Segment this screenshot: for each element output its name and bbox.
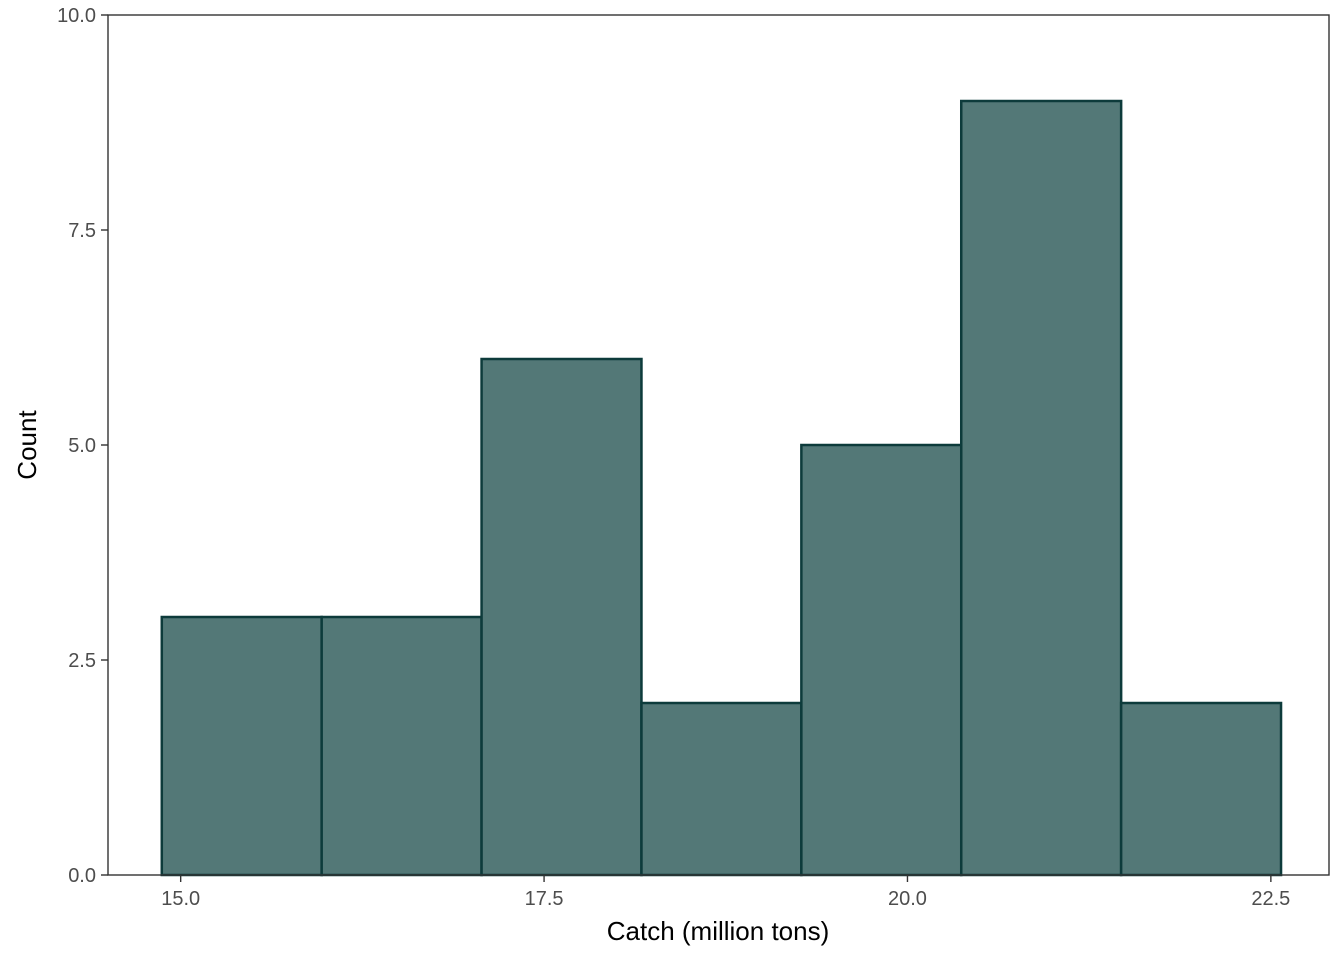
y-tick-label: 10.0: [57, 5, 96, 27]
bars-layer: [160, 99, 1283, 877]
y-tick-label: 5.0: [68, 435, 96, 457]
y-axis: 0.0 2.5 5.0 7.5 10.0: [57, 5, 108, 887]
histogram-bar-3: [480, 357, 643, 877]
histogram-bar-6: [959, 99, 1123, 877]
y-axis-title: Count: [12, 410, 42, 480]
histogram-bar-4: [640, 701, 803, 877]
histogram-bar-1: [160, 615, 323, 877]
x-tick-label: 22.5: [1251, 888, 1290, 910]
y-tick-label: 2.5: [68, 650, 96, 672]
x-tick-label: 15.0: [161, 888, 200, 910]
y-tick-label: 0.0: [68, 865, 96, 887]
x-axis-title: Catch (million tons): [607, 916, 830, 946]
x-axis: 15.0 17.5 20.0 22.5: [161, 875, 1290, 910]
histogram-bar-2: [320, 615, 483, 877]
x-tick-label: 20.0: [888, 888, 927, 910]
y-tick-label: 7.5: [68, 220, 96, 242]
histogram-bar-7: [1119, 701, 1283, 877]
histogram-bar-5: [800, 443, 963, 877]
x-tick-label: 17.5: [525, 888, 564, 910]
